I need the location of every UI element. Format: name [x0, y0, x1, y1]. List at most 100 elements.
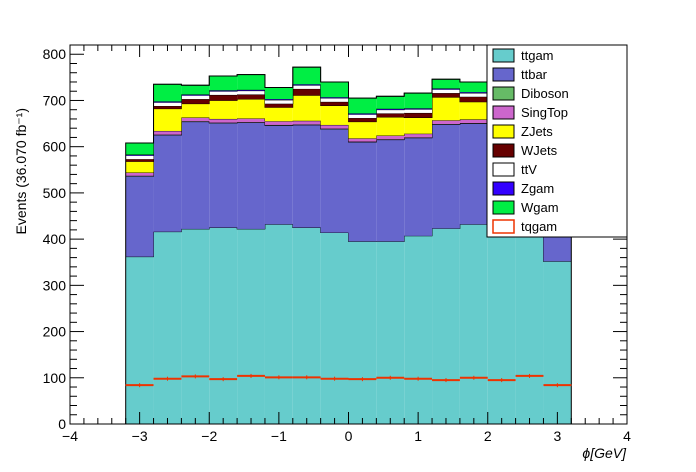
bar-ttV-3 — [209, 91, 238, 95]
bar-WJets-2 — [181, 99, 210, 104]
y-tick-label: 500 — [43, 185, 67, 201]
bar-Wgam-1 — [153, 84, 182, 102]
bar-Wgam-8 — [348, 98, 377, 114]
x-tick-label: 2 — [484, 428, 492, 444]
bar-ZJets-4 — [237, 99, 265, 119]
bar-WJets-4 — [237, 94, 265, 100]
legend-swatch — [492, 48, 515, 63]
bar-Zgam-6 — [292, 84, 321, 86]
bar-ttgam-1 — [153, 231, 182, 424]
bar-Wgam-9 — [376, 96, 405, 109]
bar-ttV-9 — [376, 109, 405, 114]
legend-label: ZJets — [521, 124, 553, 139]
legend-item-ttgam: ttgam — [492, 48, 554, 63]
bar-ttbar-10 — [404, 137, 433, 236]
bar-WJets-11 — [432, 93, 460, 98]
bar-SingTop-2 — [181, 117, 210, 122]
bar-ttbar-4 — [237, 122, 265, 229]
bar-ZJets-11 — [432, 97, 460, 121]
legend-item-ZJets: ZJets — [492, 124, 553, 139]
bar-ttV-8 — [348, 114, 377, 119]
y-tick-label: 600 — [43, 139, 67, 155]
bar-ttbar-7 — [320, 129, 349, 233]
bar-ttgam-7 — [320, 232, 349, 424]
bar-ZJets-3 — [209, 100, 238, 119]
x-tick-label: −2 — [201, 428, 217, 444]
legend-label: ttgam — [521, 48, 554, 63]
bar-WJets-1 — [153, 106, 182, 109]
bar-ttbar-3 — [209, 123, 238, 228]
bar-SingTop-1 — [153, 130, 182, 135]
bar-WJets-5 — [264, 103, 293, 108]
legend-item-tqgam: tqgam — [492, 219, 557, 234]
x-tick-label: 3 — [553, 428, 561, 444]
legend-item-Diboson: Diboson — [492, 86, 569, 101]
x-tick-label: −4 — [62, 428, 78, 444]
bar-ttgam-13 — [487, 227, 516, 424]
bar-Wgam-0 — [125, 142, 154, 155]
bar-Wgam-4 — [237, 74, 265, 90]
x-tick-label: −3 — [132, 428, 148, 444]
bar-WJets-0 — [125, 159, 154, 162]
y-tick-label: 0 — [58, 416, 66, 432]
bar-ZJets-12 — [459, 101, 488, 120]
bar-ttgam-10 — [404, 235, 433, 424]
bar-SingTop-3 — [209, 118, 238, 123]
bar-ZJets-0 — [125, 161, 154, 173]
y-axis-ticks: 0 100 200 300 400 500 600 700 800 — [43, 46, 627, 432]
legend-item-Zgam: Zgam — [492, 181, 554, 196]
bar-ttgam-5 — [264, 224, 293, 424]
bar-SingTop-7 — [320, 124, 349, 129]
bar-ttgam-6 — [292, 227, 321, 424]
bar-ttbar-0 — [125, 176, 154, 257]
bar-SingTop-12 — [459, 119, 488, 124]
x-tick-label: 4 — [623, 428, 631, 444]
series-ttgam — [125, 223, 572, 424]
bar-ttgam-0 — [125, 256, 154, 424]
bar-ttbar-9 — [376, 139, 405, 242]
bar-ZJets-1 — [153, 108, 182, 131]
bar-Zgam-7 — [320, 97, 349, 99]
bar-WJets-3 — [209, 94, 238, 101]
x-tick-label: 0 — [345, 428, 353, 444]
legend-swatch — [492, 124, 515, 139]
legend-item-ttbar: ttbar — [492, 67, 548, 82]
legend: ttgam ttbar Diboson SingTop ZJets WJets ttV Zga… — [486, 44, 628, 238]
bar-Wgam-3 — [209, 75, 238, 91]
bar-Zgam-0 — [125, 154, 154, 156]
y-axis-title: Events (36.070 fb⁻¹) — [13, 108, 29, 234]
bar-ttV-5 — [264, 100, 293, 104]
legend-swatch — [492, 86, 515, 101]
bar-Zgam-11 — [432, 88, 460, 90]
bar-Wgam-12 — [459, 81, 488, 93]
legend-swatch — [492, 105, 515, 120]
bar-ttgam-11 — [432, 228, 460, 424]
bar-SingTop-11 — [432, 120, 460, 125]
bar-ttbar-12 — [459, 123, 488, 225]
bar-ZJets-7 — [320, 105, 349, 125]
bar-SingTop-6 — [292, 120, 321, 125]
legend-swatch — [492, 162, 515, 177]
bar-ttbar-6 — [292, 124, 321, 228]
bar-Zgam-12 — [459, 92, 488, 94]
y-tick-label: 400 — [43, 231, 67, 247]
legend-swatch — [492, 219, 515, 234]
bar-WJets-12 — [459, 96, 488, 102]
bar-ZJets-2 — [181, 103, 210, 118]
bar-Zgam-5 — [264, 99, 293, 101]
bar-ttV-6 — [292, 85, 321, 89]
bar-WJets-9 — [376, 113, 405, 118]
bar-ttgam-8 — [348, 241, 377, 424]
y-tick-label: 100 — [43, 370, 67, 386]
bar-ttbar-11 — [432, 124, 460, 229]
bar-SingTop-10 — [404, 133, 433, 138]
y-tick-label: 300 — [43, 277, 67, 293]
bar-ttV-7 — [320, 98, 349, 102]
bar-ttV-0 — [125, 155, 154, 160]
tqgam-overlay — [125, 373, 572, 388]
bar-WJets-8 — [348, 118, 377, 122]
bar-SingTop-4 — [237, 118, 265, 123]
bar-Wgam-2 — [181, 85, 210, 95]
legend-label: SingTop — [521, 105, 568, 120]
